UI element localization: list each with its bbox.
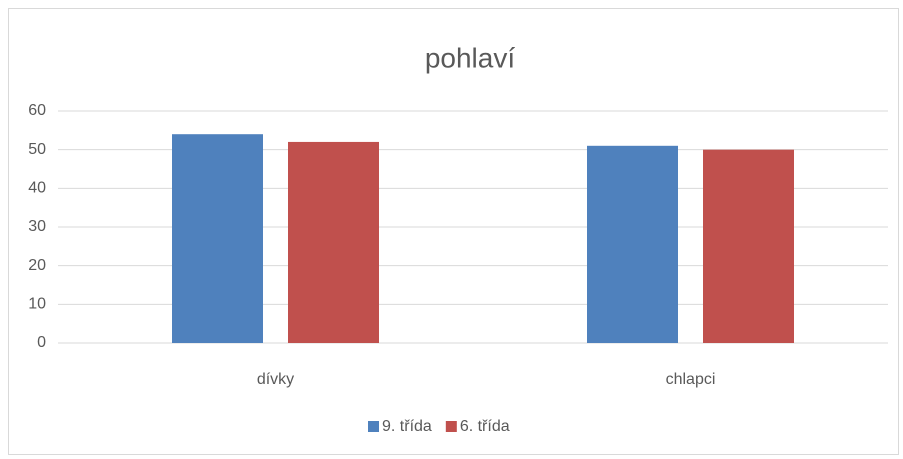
y-tick-label: 60 xyxy=(28,102,46,119)
bar xyxy=(587,145,678,343)
y-tick-label: 50 xyxy=(28,141,46,158)
legend-swatch xyxy=(368,421,379,432)
y-tick-label: 10 xyxy=(28,296,46,313)
x-tick-label: chlapci xyxy=(666,371,716,388)
y-tick-label: 0 xyxy=(37,334,46,351)
legend-label: 6. třída xyxy=(460,418,510,435)
y-tick-label: 20 xyxy=(28,257,46,274)
chart-title: pohlaví xyxy=(425,42,516,73)
legend-label: 9. třída xyxy=(382,418,432,435)
y-tick-label: 30 xyxy=(28,218,46,235)
bar xyxy=(703,149,794,343)
x-tick-label: dívky xyxy=(257,371,294,388)
bar xyxy=(288,141,379,343)
bar xyxy=(172,134,263,343)
y-tick-label: 40 xyxy=(28,180,46,197)
legend-swatch xyxy=(445,421,457,432)
